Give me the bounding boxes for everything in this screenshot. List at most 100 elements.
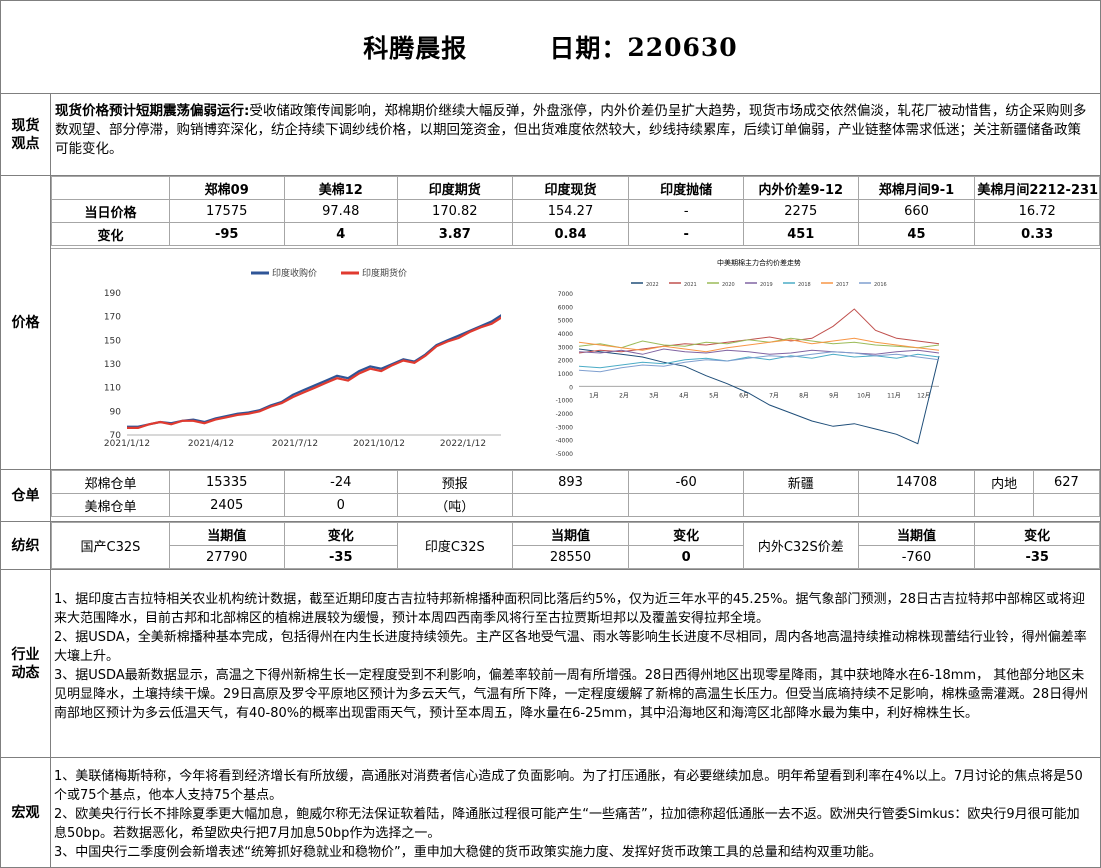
series-line-2017 (578, 337, 940, 353)
macro-section: 宏观 1、美联储梅斯特称，今年将看到经济增长有所放缓，高通胀对消费者信心造成了负… (0, 758, 1101, 868)
price-section: 价格 郑棉09 美棉12 印度期货 印度现货 印度抛储 内外价差9-12 郑棉月间9-1 美棉… (0, 176, 1101, 470)
price-value-cell: 97.48 (283, 199, 398, 223)
warehouse-cell: 2405 (168, 493, 285, 517)
x-tick-label: 11月 (887, 392, 901, 399)
macro-item: 3、中国央行二季度例会新增表述“统筹抓好稳就业和稳物价”，重申加大稳健的货币政策… (54, 845, 882, 860)
industry-item: 1、据印度古吉拉特相关农业机构统计数据，截至近期印度古吉拉特邦新棉播种面积同比落… (54, 592, 1086, 626)
price-value-cell: -95 (168, 222, 285, 246)
warehouse-cell: 新疆 (742, 470, 859, 494)
industry-item: 3、据USDA最新数据显示，高温之下得州新棉生长一定程度受到不利影响，偏差率较前… (54, 668, 1089, 721)
warehouse-cell (1032, 493, 1101, 517)
x-tick-label: 6月 (739, 392, 749, 399)
y-tick-label: -4000 (556, 438, 574, 445)
y-tick-label: 90 (110, 407, 122, 417)
yarn-current-header-1: 当期值 (168, 522, 285, 546)
macro-item: 1、美联储梅斯特称，今年将看到经济增长有所放缓，高通胀对消费者信心造成了负面影响… (54, 769, 1083, 803)
price-column-header: 印度期货 (397, 176, 513, 200)
spot-view-body: 受收储政策传闻影响，郑棉期价继续大幅反弹，外盘涨停，内外价差仍呈扩大趋势，现货市… (55, 103, 1087, 157)
legend-label: 2018 (798, 282, 811, 288)
y-tick-label: 0 (569, 384, 573, 391)
textile-section: 纺织 国产C32S 当期值 变化 印度C32S 当期值 变化 内外C32S价差 … (0, 522, 1101, 570)
price-value-cell: 660 (857, 199, 976, 223)
warehouse-cell: -60 (628, 470, 744, 494)
warehouse-row-zhengmian: 郑棉仓单 15335 -24 预报 893 -60 新疆 14708 内地 627 (51, 470, 1101, 494)
price-today-row: 当日价格 17575 97.48 170.82 154.27-2275 660 16.72 (51, 199, 1100, 223)
x-tick-label: 2022/1/12 (440, 439, 486, 449)
price-table: 郑棉09 美棉12 印度期货 印度现货 印度抛储 内外价差9-12 郑棉月间9-1 美棉月间2… (51, 176, 1100, 246)
india-price-chart: 印度收购价 印度期货价 70 90 110 130 150 170 190 2021/1/12 20… (104, 267, 501, 449)
series-line-2022 (578, 348, 940, 445)
yarn-current-header-2: 当期值 (511, 522, 630, 546)
price-header-row: 郑棉09 美棉12 印度期货 印度现货 印度抛储 内外价差9-12 郑棉月间9-1 美棉月间2… (51, 176, 1100, 200)
legend-label: 印度收购价 (272, 267, 317, 279)
x-tick-label: 2月 (619, 392, 629, 399)
y-tick-label: -5000 (556, 451, 574, 458)
price-value-cell: 16.72 (974, 199, 1100, 223)
yarn-india-name: 印度C32S (397, 522, 513, 569)
chart-title: 中美期棉主力合约价差走势 (717, 258, 801, 267)
legend-label: 2020 (722, 282, 735, 288)
spot-view-label: 现货 观点 (1, 94, 51, 175)
x-tick-label: 1月 (589, 392, 599, 399)
warehouse-row-us: 美棉仓单 2405 0 （吨） (51, 493, 1101, 517)
price-value-cell: 2275 (742, 199, 859, 223)
legend-label: 2021 (684, 282, 697, 288)
y-tick-label: -2000 (556, 411, 574, 418)
warehouse-cell (742, 493, 859, 517)
x-tick-label: 4月 (679, 392, 689, 399)
industry-section: 行业 动态 1、据印度古吉拉特相关农业机构统计数据，截至近期印度古吉拉特邦新棉播种… (0, 570, 1101, 758)
industry-news: 1、据印度古吉拉特相关农业机构统计数据，截至近期印度古吉拉特邦新棉播种面积同比落… (51, 570, 1100, 723)
industry-label: 行业 动态 (1, 570, 51, 757)
warehouse-cell: -24 (283, 470, 398, 494)
legend-label: 2017 (836, 282, 849, 288)
x-tick-label: 3月 (649, 392, 659, 399)
series-line-2021 (578, 308, 940, 354)
yarn-spread-change: -35 (974, 545, 1100, 569)
x-tick-label: 5月 (709, 392, 719, 399)
warehouse-table: 郑棉仓单 15335 -24 预报 893 -60 新疆 14708 内地 627 美棉仓单 240… (51, 470, 1101, 517)
price-column-header: 美棉12 (283, 176, 398, 200)
warehouse-cell (974, 493, 1034, 517)
x-tick-label: 12月 (917, 392, 931, 399)
yarn-india-change: 0 (628, 545, 744, 569)
industry-item: 2、据USDA，全美新棉播种基本完成，包括得州在内生长进度持续领先。主产区各地受… (54, 630, 1087, 664)
y-tick-label: 70 (110, 431, 122, 441)
price-value-cell: 0.33 (974, 222, 1100, 246)
x-tick-label: 2021/4/12 (188, 439, 234, 449)
textile-value-row: 27790 -35 28550 0 -760 -35 (52, 545, 1100, 569)
price-row-label: 变化 (51, 222, 170, 246)
y-tick-label: 130 (104, 360, 121, 370)
legend-label: 2016 (874, 282, 887, 288)
price-value-cell: 4 (283, 222, 398, 246)
warehouse-cell: 14708 (857, 470, 976, 494)
cn-us-spread-chart: 中美期棉主力合约价差走势 2022 2021 2020 2019 2018 2017 2016… (556, 258, 940, 458)
series-line-2016 (578, 351, 940, 373)
yarn-domestic-name: 国产C32S (51, 522, 170, 569)
yarn-current-header-3: 当期值 (857, 522, 976, 546)
x-tick-label: 7月 (769, 392, 779, 399)
y-tick-label: 150 (104, 336, 121, 346)
price-value-cell: 451 (742, 222, 859, 246)
price-value-cell: 170.82 (397, 199, 513, 223)
price-value-cell: 3.87 (397, 222, 513, 246)
warehouse-section: 仓单 郑棉仓单 15335 -24 预报 893 -60 新疆 14708 内地 627 美棉仓单… (0, 470, 1101, 522)
y-tick-label: 1000 (558, 371, 573, 378)
yarn-domestic-change: -35 (283, 545, 398, 569)
yarn-change-header-2: 变化 (628, 522, 744, 546)
yarn-change-header-3: 变化 (974, 522, 1100, 546)
price-value-cell: - (628, 222, 744, 246)
y-tick-label: 7000 (558, 291, 573, 298)
x-tick-label: 8月 (799, 392, 809, 399)
price-column-header (51, 176, 170, 200)
warehouse-cell: 预报 (397, 470, 513, 494)
price-value-cell: 0.84 (511, 222, 630, 246)
series-line-印度期货价 (127, 316, 501, 429)
price-column-header: 印度现货 (511, 176, 630, 200)
warehouse-cell: 15335 (168, 470, 285, 494)
price-change-row: 变化 -95 4 3.87 0.84-451 45 0.33 (51, 222, 1100, 246)
warehouse-cell: 893 (511, 470, 630, 494)
warehouse-cell: 郑棉仓单 (51, 470, 170, 494)
y-tick-label: 4000 (558, 331, 573, 338)
macro-news: 1、美联储梅斯特称，今年将看到经济增长有所放缓，高通胀对消费者信心造成了负面影响… (51, 758, 1100, 862)
